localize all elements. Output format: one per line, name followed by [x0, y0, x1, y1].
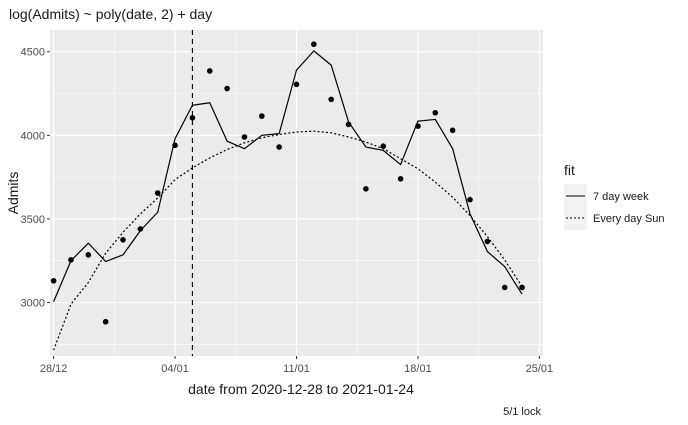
data-point: [380, 143, 387, 149]
x-axis-label: date from 2020-12-28 to 2021-01-24: [188, 381, 414, 397]
data-point: [311, 41, 317, 48]
data-point: [276, 144, 282, 150]
legend-title: fit: [564, 162, 575, 178]
x-tick-label: 25/01: [526, 363, 554, 375]
x-tick-label: 04/01: [161, 363, 189, 375]
data-point: [345, 121, 352, 128]
data-point: [137, 226, 144, 232]
legend-label-1: 7 day week: [593, 191, 649, 203]
x-tick-label: 18/01: [404, 363, 432, 375]
data-point: [449, 127, 456, 134]
data-point: [189, 114, 196, 121]
legend-label-2: Every day Sun: [593, 213, 665, 225]
data-point: [85, 252, 92, 258]
x-tick-label: 11/01: [283, 363, 310, 375]
series-line-7-day-week: [53, 50, 523, 302]
data-point: [363, 186, 369, 192]
data-point: [224, 85, 230, 92]
data-point: [328, 96, 334, 103]
y-tick-label: 4500: [21, 47, 45, 59]
legend: fit 7 day week Every day Sun: [564, 162, 665, 230]
x-tick-label: 28/12: [40, 363, 68, 375]
y-tick-label: 3000: [21, 298, 45, 310]
x-axis: 28/12 04/01 11/01 18/01 25/01: [40, 356, 553, 375]
data-point: [501, 284, 508, 291]
data-point: [120, 237, 126, 243]
observed-points: [50, 41, 525, 325]
data-point: [172, 142, 178, 149]
grid-major: [50, 30, 543, 356]
data-point: [68, 257, 74, 263]
data-point: [50, 277, 57, 284]
data-point: [484, 238, 491, 245]
data-point: [467, 196, 473, 203]
chart-title: log(Admits) ~ poly(date, 2) + day: [9, 6, 212, 22]
y-tick-label: 3500: [21, 214, 45, 226]
data-point: [415, 123, 421, 129]
y-tick-label: 4000: [21, 130, 45, 142]
data-point: [154, 190, 161, 196]
y-axis-label: Admits: [5, 172, 21, 215]
data-point: [102, 318, 109, 325]
data-point: [397, 175, 404, 182]
caption: 5/1 lock: [503, 406, 541, 418]
series-lines: [53, 50, 523, 351]
data-point: [519, 284, 525, 291]
data-point: [259, 113, 265, 119]
data-point: [432, 109, 439, 116]
data-point: [206, 68, 213, 74]
y-axis: 3000 3500 4000 4500: [21, 47, 50, 310]
data-point: [241, 134, 248, 140]
data-point: [293, 81, 300, 88]
